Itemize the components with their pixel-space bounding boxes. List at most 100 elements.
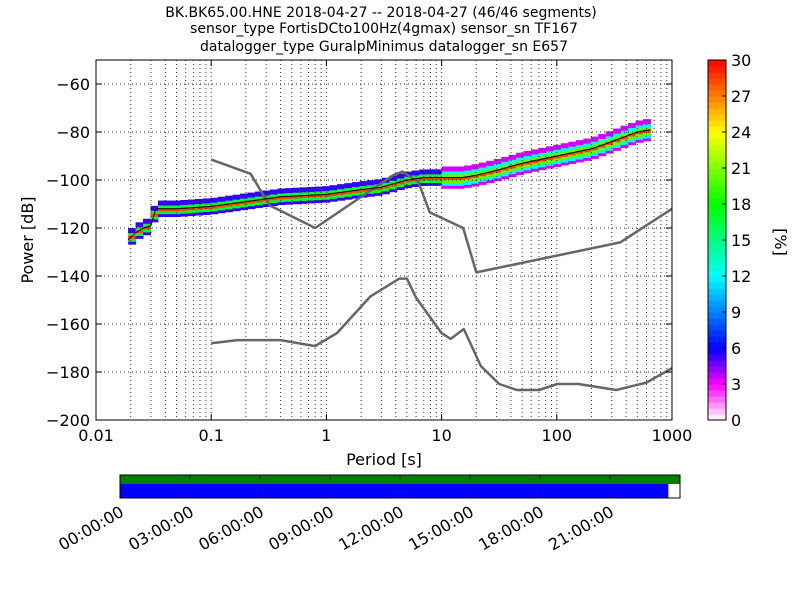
heatmap-cell [568,144,577,150]
heatmap-cell [217,208,226,214]
heatmap-cell [545,152,554,158]
heatmap-cell [314,189,323,195]
heatmap-cell [404,183,413,189]
heatmap-cell [635,120,644,126]
heatmap-cell [135,233,144,239]
psd-mean-line [127,129,651,241]
heatmap-cell [195,201,204,207]
heatmap-cell [545,157,554,163]
heatmap-cell [613,134,622,140]
y-tick-label: −80 [56,123,90,142]
heatmap-cell [493,159,502,165]
colorbar-segment [708,72,726,79]
heatmap-cell [635,137,644,143]
heatmap-cell [471,164,480,170]
heatmap-cell [448,180,457,186]
colorbar-segment [708,258,726,265]
heatmap-cell [478,168,487,174]
colorbar-segment [708,342,726,349]
x-tick-label: 10 [431,426,451,445]
heatmap-cell [486,166,495,172]
heatmap-cell [441,177,450,183]
timeline-tick-label: 18:00:00 [475,502,547,554]
colorbar-label: [%] [771,228,790,256]
colorbar-segment [708,192,726,199]
colorbar-tick-label: 18 [731,195,751,214]
colorbar-segment [708,324,726,331]
heatmap-cell [598,136,607,142]
heatmap-cell [269,201,278,207]
heatmap-cell [434,169,443,175]
x-tick-label: 0.1 [198,426,223,445]
heatmap-cell [448,169,457,175]
heatmap-cell [613,128,622,134]
colorbar-segment [708,222,726,229]
heatmap-cell [404,180,413,186]
heatmap-cell [128,228,137,234]
heatmap-cell [359,189,368,195]
heatmap-cell [560,160,569,166]
heatmap-cell [463,182,472,188]
heatmap-cell [598,133,607,139]
heatmap-cell [598,139,607,145]
heatmap-cell [463,171,472,177]
heatmap-cell [150,208,159,214]
heatmap-cell [441,172,450,178]
heatmap-cell [262,193,271,199]
x-axis-label: Period [s] [346,450,422,469]
heatmap-cell [292,196,301,202]
heatmap-cell [269,189,278,195]
heatmap-cell [523,156,532,162]
heatmap-cell [389,187,398,193]
x-tick-label: 0.01 [78,426,114,445]
heatmap-cell [389,184,398,190]
heatmap-cell [628,137,637,143]
colorbar-segment [708,282,726,289]
y-tick-label: −160 [46,315,90,334]
heatmap-cell [344,191,353,197]
heatmap-cell [575,154,584,160]
heatmap-cell [419,180,428,186]
heatmap-cell [635,126,644,132]
colorbar-segment [708,84,726,91]
heatmap-cell [232,206,241,212]
heatmap-cell [172,209,181,215]
heatmap-cell [583,141,592,147]
heatmap-cell [359,183,368,189]
heatmap-cell [165,209,174,215]
heatmap-cell [545,149,554,155]
heatmap-cell [165,203,174,209]
colorbar-segment [708,390,726,397]
heatmap-cell [210,206,219,212]
heatmap-cell [329,196,338,202]
heatmap-cell [523,162,532,168]
heatmap-cell [359,181,368,187]
heatmap-cell [277,200,286,206]
heatmap-cell [351,193,360,199]
colorbar-tick-label: 3 [731,375,741,394]
colorbar-segment [708,60,726,67]
heatmap-cell [217,205,226,211]
heatmap-cell [553,156,562,162]
heatmap-cell [448,172,457,178]
heatmap-cell [366,191,375,197]
heatmap-cell [553,150,562,156]
heatmap-cell [605,131,614,137]
heatmap-cell [254,203,263,209]
colorbar-tick-label: 9 [731,303,741,322]
heatmap-cell [396,173,405,179]
psd-heatmap [128,119,651,245]
heatmap-cell [463,177,472,183]
colorbar-segment [708,120,726,127]
heatmap-cell [620,128,629,134]
heatmap-cell [560,146,569,152]
colorbar-segment [708,336,726,343]
heatmap-cell [642,130,651,136]
y-tick-label: −180 [46,363,90,382]
heatmap-cell [605,137,614,143]
heatmap-cell [553,162,562,168]
heatmap-cell [628,140,637,146]
heatmap-cell [247,192,256,198]
noise-model-low-line [211,277,673,392]
heatmap-cell [195,207,204,213]
